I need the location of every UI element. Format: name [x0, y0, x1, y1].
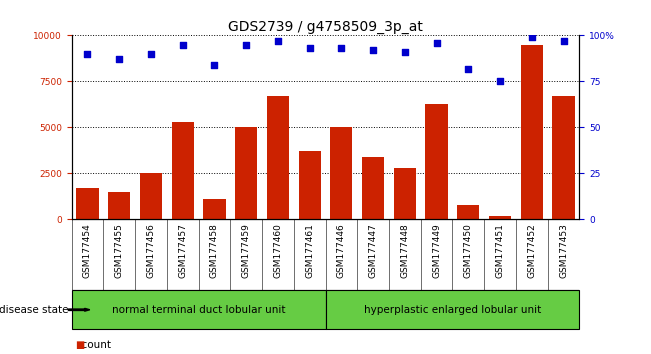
Bar — [330, 127, 352, 219]
Bar — [108, 192, 130, 219]
Title: GDS2739 / g4758509_3p_at: GDS2739 / g4758509_3p_at — [228, 21, 423, 34]
Text: GSM177455: GSM177455 — [115, 223, 124, 278]
Text: GSM177452: GSM177452 — [527, 223, 536, 278]
Bar — [553, 96, 575, 219]
Text: ■: ■ — [75, 340, 84, 350]
Text: GSM177448: GSM177448 — [400, 223, 409, 278]
Text: count: count — [75, 340, 111, 350]
Bar — [521, 45, 543, 219]
Text: GSM177453: GSM177453 — [559, 223, 568, 278]
Text: GSM177449: GSM177449 — [432, 223, 441, 278]
Text: GSM177460: GSM177460 — [273, 223, 283, 278]
Bar — [457, 205, 479, 219]
Bar — [72, 290, 326, 329]
Bar — [76, 188, 98, 219]
Text: disease state: disease state — [0, 305, 68, 315]
Point — [82, 51, 92, 57]
Bar — [299, 152, 321, 219]
Point — [400, 49, 410, 55]
Point — [273, 38, 283, 44]
Bar — [326, 290, 579, 329]
Text: normal terminal duct lobular unit: normal terminal duct lobular unit — [112, 305, 285, 315]
Point — [527, 34, 537, 40]
Point — [209, 62, 219, 68]
Point — [336, 45, 346, 51]
Point — [432, 40, 442, 46]
Bar — [267, 96, 289, 219]
Bar — [426, 103, 448, 219]
Text: GSM177458: GSM177458 — [210, 223, 219, 278]
Bar — [203, 199, 225, 219]
Point — [114, 57, 124, 62]
Point — [559, 38, 569, 44]
Text: GSM177447: GSM177447 — [368, 223, 378, 278]
Point — [463, 66, 473, 72]
Text: GSM177454: GSM177454 — [83, 223, 92, 278]
Point — [178, 42, 188, 47]
Bar — [394, 168, 416, 219]
Bar — [140, 173, 162, 219]
Text: GSM177457: GSM177457 — [178, 223, 187, 278]
Bar — [235, 127, 257, 219]
Bar — [362, 157, 384, 219]
Bar — [172, 122, 194, 219]
Point — [241, 42, 251, 47]
Point — [368, 47, 378, 53]
Text: GSM177456: GSM177456 — [146, 223, 156, 278]
Bar — [489, 216, 511, 219]
Point — [305, 45, 315, 51]
Text: hyperplastic enlarged lobular unit: hyperplastic enlarged lobular unit — [364, 305, 541, 315]
Point — [495, 79, 505, 84]
Point — [146, 51, 156, 57]
Text: GSM177459: GSM177459 — [242, 223, 251, 278]
Text: GSM177450: GSM177450 — [464, 223, 473, 278]
Text: GSM177446: GSM177446 — [337, 223, 346, 278]
Text: GSM177451: GSM177451 — [495, 223, 505, 278]
Text: GSM177461: GSM177461 — [305, 223, 314, 278]
